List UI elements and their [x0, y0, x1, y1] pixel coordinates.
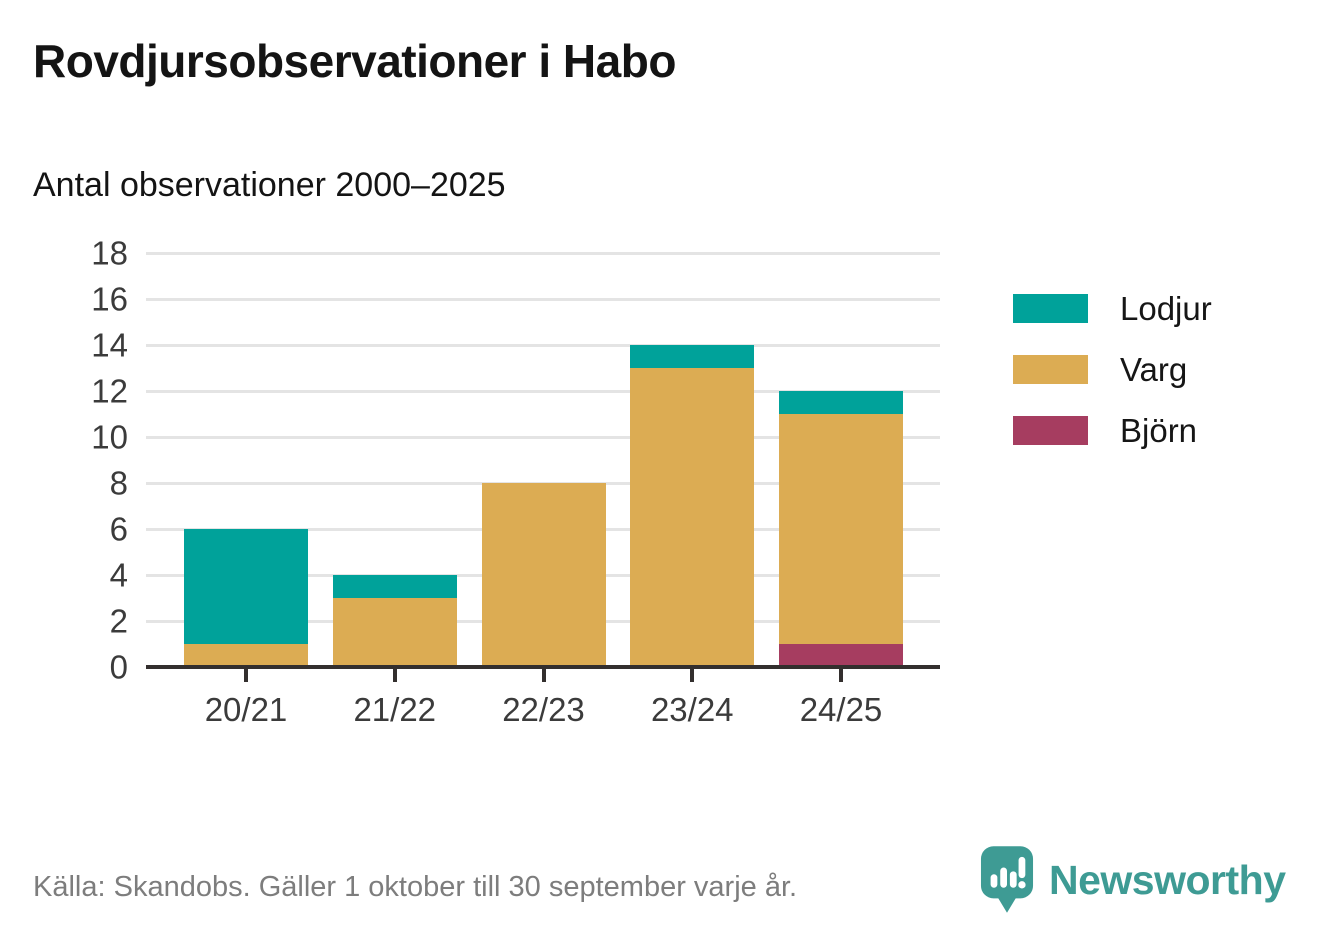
legend-label-varg: Varg [1120, 351, 1188, 388]
x-tick-20-21 [244, 669, 248, 682]
x-tick-23-24 [690, 669, 695, 682]
legend-swatch-lodjur [1013, 294, 1088, 323]
bar-segment-lodjur-20-21 [184, 529, 308, 644]
x-tick-21-22 [392, 669, 397, 682]
x-tick-label-23-24: 23/24 [650, 691, 734, 728]
gridline-12 [146, 389, 940, 393]
x-axis-line [146, 665, 940, 669]
gridline-14 [146, 343, 940, 347]
chart-subtitle: Antal observationer 2000–2025 [33, 166, 506, 204]
brand-name: Newsworthy [1049, 856, 1286, 903]
bar-segment-lodjur-23-24 [630, 345, 755, 368]
bar-20-21 [184, 253, 308, 667]
source-text: Källa: Skandobs. Gäller 1 oktober till 3… [33, 871, 798, 903]
y-tick-label-0: 0 [109, 648, 128, 686]
x-tick-24-25 [839, 669, 843, 682]
legend-item-lodjur: Lodjur [1013, 292, 1212, 325]
x-tick-label-22-23: 22/23 [502, 691, 585, 728]
bar-segment-lodjur-21-22 [332, 575, 457, 598]
bar-segment-varg-22-23 [481, 483, 606, 667]
newsworthy-icon [980, 846, 1034, 913]
legend-swatch-björn [1013, 416, 1088, 445]
bar-24-25 [779, 253, 903, 667]
gridline-18 [146, 251, 940, 255]
y-tick-label-16: 16 [91, 280, 128, 318]
y-tick-label-12: 12 [91, 372, 128, 410]
bar-segment-varg-21-22 [332, 598, 457, 667]
x-tick-label-21-22: 21/22 [353, 691, 437, 728]
y-tick-label-4: 4 [109, 556, 128, 594]
bar-segment-varg-20-21 [184, 644, 308, 667]
legend-label-björn: Björn [1120, 412, 1198, 449]
legend-swatch-varg [1013, 355, 1088, 384]
legend-item-björn: Björn [1013, 414, 1212, 447]
gridline-10 [146, 435, 940, 439]
bar-segment-lodjur-24-25 [779, 391, 903, 414]
bar-segment-björn-24-25 [779, 644, 903, 667]
legend-label-lodjur: Lodjur [1120, 290, 1212, 327]
x-tick-label-24-25: 24/25 [799, 691, 883, 728]
gridline-16 [146, 297, 940, 301]
bar-segment-varg-24-25 [779, 414, 903, 644]
bar-21-22 [332, 253, 457, 667]
bar-segment-varg-23-24 [630, 368, 755, 667]
y-tick-label-6: 6 [109, 510, 128, 548]
bar-22-23 [481, 253, 606, 667]
y-tick-label-10: 10 [91, 418, 128, 456]
x-tick-label-20-21: 20/21 [204, 691, 288, 728]
y-tick-label-8: 8 [109, 464, 128, 502]
page-title: Rovdjursobservationer i Habo [33, 35, 676, 87]
y-tick-label-18: 18 [91, 234, 128, 272]
y-tick-label-2: 2 [109, 602, 128, 640]
y-tick-label-14: 14 [91, 326, 128, 364]
plot-area: 20/21 21/22 22/23 23/24 24/25 [146, 251, 940, 728]
bar-23-24 [630, 253, 755, 667]
legend-item-varg: Varg [1013, 353, 1212, 386]
legend: Lodjur Varg Björn [1013, 292, 1212, 475]
x-tick-22-23 [541, 669, 546, 682]
brand-logo: Newsworthy [980, 845, 1286, 915]
